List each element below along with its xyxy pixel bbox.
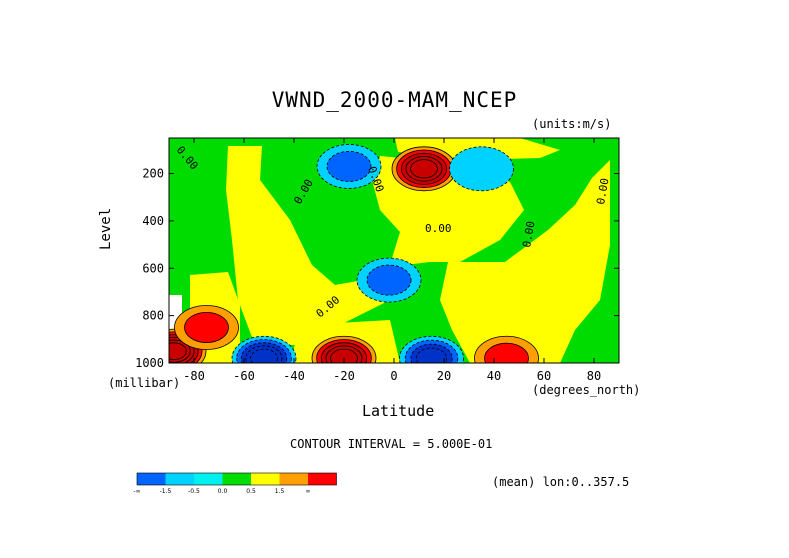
colorbar-label: -∞ bbox=[133, 488, 140, 495]
contour-label: 0.00 bbox=[425, 222, 452, 235]
x-tick-label: -20 bbox=[333, 369, 355, 383]
contour-blobs bbox=[169, 144, 539, 363]
contour-feature-6-level-3 bbox=[416, 347, 447, 363]
colorbar-label: 0.5 bbox=[246, 488, 256, 495]
colorbar-swatch bbox=[308, 473, 337, 485]
region-yellow-left bbox=[226, 146, 392, 345]
colorbar-label: 0.0 bbox=[218, 488, 228, 495]
contour-label: 0.00 bbox=[520, 220, 537, 248]
contour-feature-8-level-1 bbox=[366, 264, 412, 296]
x-tick-label: 60 bbox=[537, 369, 551, 383]
x-axis: -80 -60 -40 -20 0 20 40 60 80 bbox=[183, 138, 601, 383]
contour-feature-1-level-4 bbox=[330, 348, 358, 363]
colorbar-label: ∞ bbox=[306, 488, 311, 495]
colorbar-label: -1.5 bbox=[160, 488, 172, 495]
colorbar-swatch bbox=[251, 473, 280, 485]
contour-feature-3-level-1 bbox=[184, 311, 229, 343]
colorbar-swatch bbox=[222, 473, 251, 485]
x-tick-label: 40 bbox=[487, 369, 501, 383]
contour-feature-7-level-1 bbox=[326, 150, 372, 182]
mean-note: (mean) lon:0..357.5 bbox=[492, 475, 630, 489]
chart-title: VWND_2000-MAM_NCEP bbox=[271, 88, 518, 112]
colorbar-label: 1.5 bbox=[275, 488, 285, 495]
y-axis-units: (millibar) bbox=[108, 376, 181, 390]
x-tick-label: -60 bbox=[233, 369, 255, 383]
colorbar-swatch bbox=[165, 473, 194, 485]
y-axis-label: Level bbox=[98, 207, 114, 250]
contour-label: 0.00 bbox=[594, 177, 611, 205]
y-axis: 200 400 600 800 1000 bbox=[135, 167, 619, 370]
colorbar-frame bbox=[136, 472, 337, 486]
x-axis-units: (degrees_north) bbox=[532, 383, 641, 397]
region-yellow-right bbox=[440, 160, 610, 363]
x-tick-label: 0 bbox=[390, 369, 397, 383]
x-tick-label: -40 bbox=[283, 369, 305, 383]
units-label: (units:m/s) bbox=[532, 117, 612, 131]
x-axis-label: Latitude bbox=[362, 402, 435, 420]
y-tick-label: 1000 bbox=[135, 356, 164, 370]
y-tick-label: 200 bbox=[142, 167, 164, 181]
contour-feature-5-level-4 bbox=[250, 348, 278, 363]
contour-feature-9-level-0 bbox=[449, 146, 514, 192]
colorbar: -∞ -1.5 -0.5 0.0 0.5 1.5 ∞ bbox=[133, 472, 337, 495]
colorbar-swatch bbox=[279, 473, 308, 485]
contour-feature-2-level-5 bbox=[169, 342, 187, 360]
x-tick-label: 80 bbox=[587, 369, 601, 383]
contour-feature-0-level-4 bbox=[410, 159, 438, 179]
y-tick-label: 600 bbox=[142, 261, 164, 275]
colorbar-swatch bbox=[194, 473, 223, 485]
x-tick-label: -80 bbox=[183, 369, 205, 383]
contour-interval: CONTOUR INTERVAL = 5.000E-01 bbox=[290, 437, 493, 451]
x-tick-label: 20 bbox=[437, 369, 451, 383]
y-tick-label: 800 bbox=[142, 309, 164, 323]
contour-feature-4-level-1 bbox=[484, 342, 529, 363]
y-tick-label: 400 bbox=[142, 214, 164, 228]
colorbar-label: -0.5 bbox=[188, 488, 200, 495]
colorbar-swatch bbox=[137, 473, 166, 485]
